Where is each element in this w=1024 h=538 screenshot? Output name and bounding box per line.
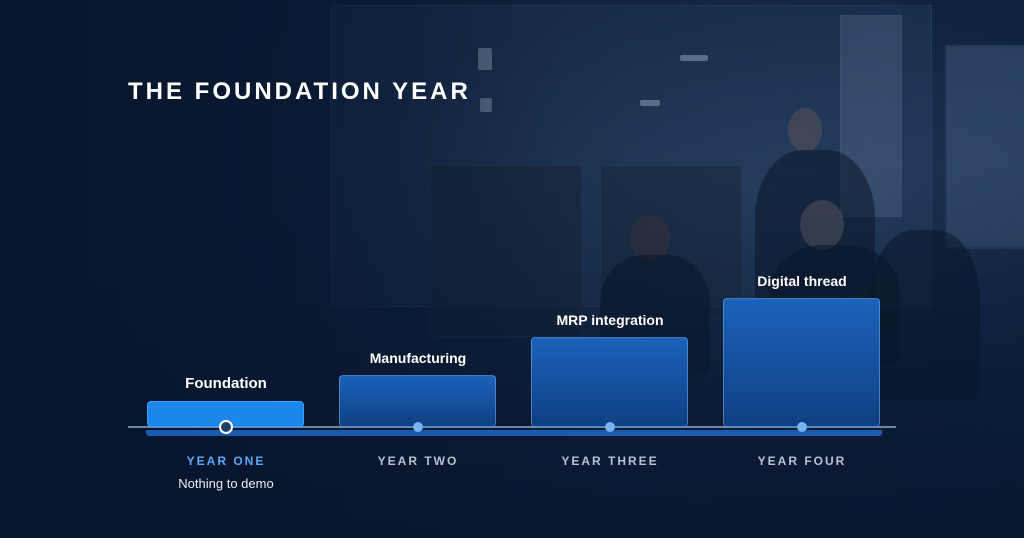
stage-label-manufacturing: Manufacturing (369, 350, 467, 366)
timeline-marker (413, 422, 423, 432)
stage-label-foundation: Foundation (185, 375, 267, 392)
year-label-two: YEAR TWO (377, 454, 459, 468)
timeline-baseline (128, 426, 896, 428)
timeline-track (146, 430, 882, 436)
timeline-marker (605, 422, 615, 432)
stage-bar-digital-thread (723, 298, 880, 427)
year-label-three: YEAR THREE (561, 454, 659, 468)
page-title: THE FOUNDATION YEAR (128, 78, 471, 105)
timeline-marker-active (219, 420, 233, 434)
stage-bar-manufacturing (339, 375, 496, 427)
year-label-four: YEAR FOUR (757, 454, 847, 468)
year-label-one: YEAR ONE (186, 454, 266, 468)
timeline-marker (797, 422, 807, 432)
stage-note: Nothing to demo (178, 476, 274, 491)
stage-bar-mrp-integration (531, 337, 688, 427)
stage-label-digital-thread: Digital thread (757, 273, 847, 289)
stage-label-mrp-integration: MRP integration (556, 312, 664, 328)
